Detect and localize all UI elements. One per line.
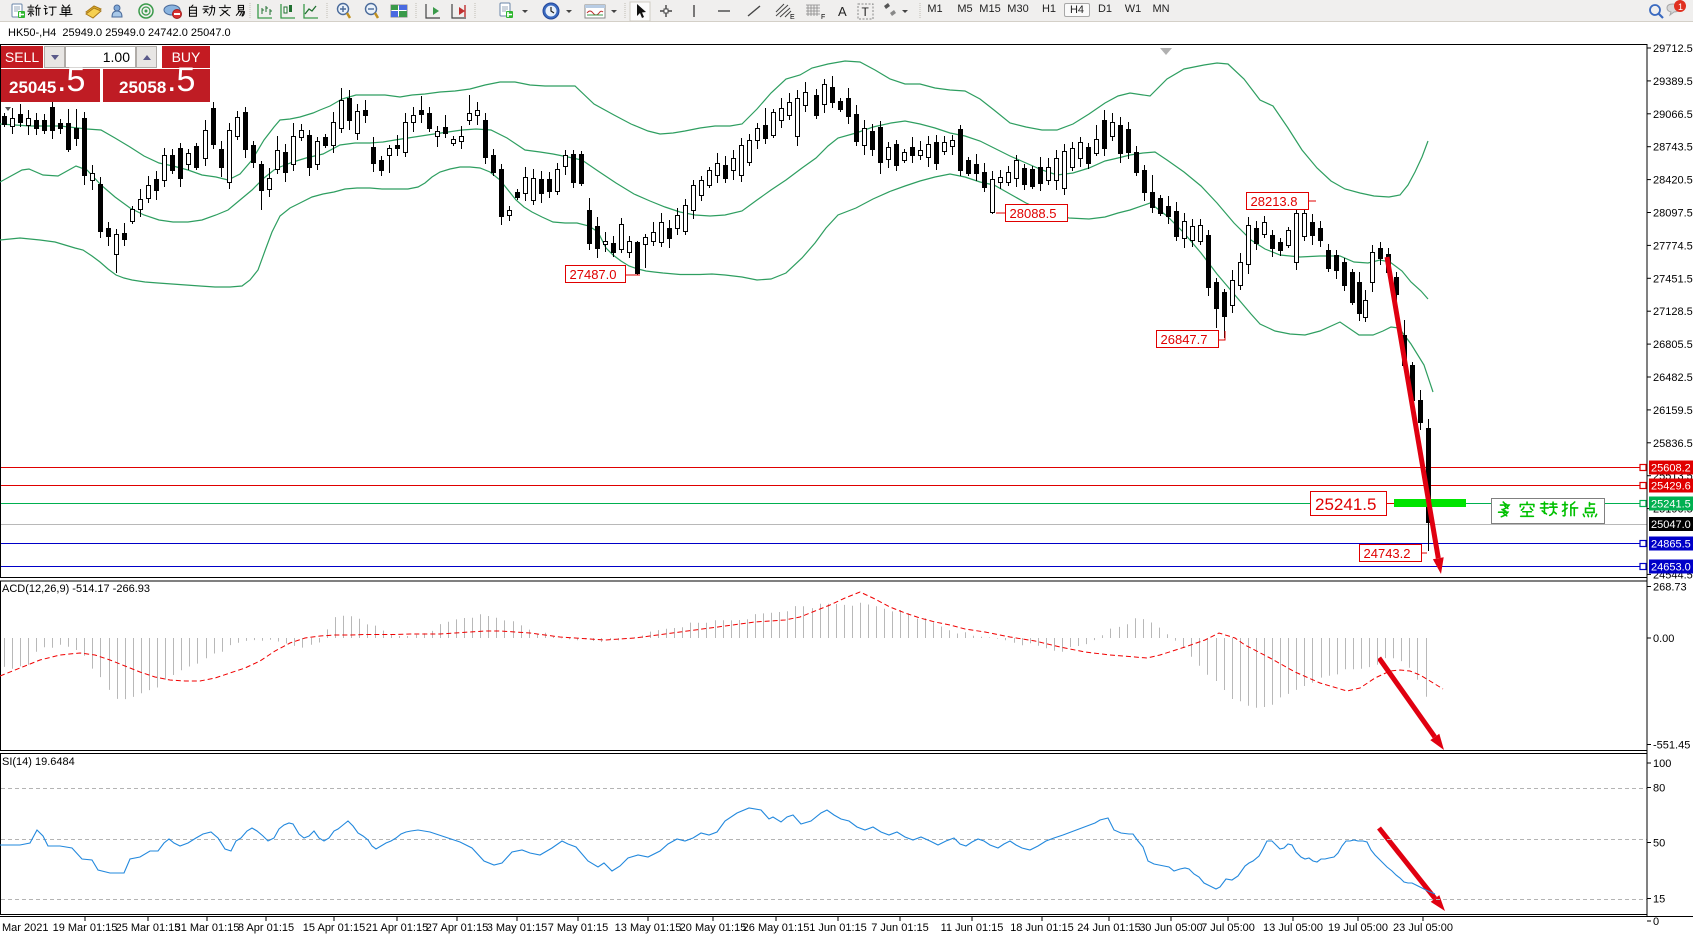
svg-text:25608.2: 25608.2 [1651, 463, 1691, 475]
svg-text:0.00: 0.00 [1653, 633, 1674, 645]
svg-text:26 May 01:15: 26 May 01:15 [743, 922, 810, 934]
svg-text:25836.5: 25836.5 [1653, 438, 1693, 450]
svg-text:F: F [821, 14, 825, 21]
svg-text:19 Jul 05:00: 19 Jul 05:00 [1328, 922, 1388, 934]
svg-text:80: 80 [1653, 783, 1665, 795]
svg-text:27128.5: 27128.5 [1653, 306, 1693, 318]
svg-text:24653.0: 24653.0 [1651, 562, 1691, 574]
svg-text:7 Jun 01:15: 7 Jun 01:15 [871, 922, 929, 934]
svg-text:27487.0: 27487.0 [570, 267, 617, 282]
svg-text:13 Jul 05:00: 13 Jul 05:00 [1263, 922, 1323, 934]
svg-text:28097.5: 28097.5 [1653, 208, 1693, 220]
svg-text:T: T [862, 5, 870, 19]
svg-text:23 Jul 05:00: 23 Jul 05:00 [1393, 922, 1453, 934]
svg-text:13 May 01:15: 13 May 01:15 [615, 922, 682, 934]
svg-text:26159.5: 26159.5 [1653, 405, 1693, 417]
svg-text:8 Apr 01:15: 8 Apr 01:15 [238, 922, 294, 934]
svg-text:19 Mar 01:15: 19 Mar 01:15 [53, 922, 118, 934]
svg-text:31 Mar 01:15: 31 Mar 01:15 [175, 922, 240, 934]
svg-text:30 Jun 05:00: 30 Jun 05:00 [1139, 922, 1203, 934]
svg-text:50: 50 [1653, 838, 1665, 850]
svg-text:29712.5: 29712.5 [1653, 43, 1693, 55]
svg-text:11 Jun 01:15: 11 Jun 01:15 [941, 922, 1004, 934]
svg-text:25241.5: 25241.5 [1651, 499, 1691, 511]
svg-text:E: E [790, 14, 795, 21]
svg-text:26847.7: 26847.7 [1161, 332, 1208, 347]
svg-text:28743.5: 28743.5 [1653, 142, 1693, 154]
svg-text:0: 0 [1653, 916, 1659, 928]
svg-text:27 Apr 01:15: 27 Apr 01:15 [426, 922, 488, 934]
svg-text:7 May 01:15: 7 May 01:15 [548, 922, 609, 934]
svg-text:26805.5: 26805.5 [1653, 339, 1693, 351]
svg-text:24743.2: 24743.2 [1364, 546, 1411, 561]
svg-text:-551.45: -551.45 [1653, 740, 1690, 752]
svg-text:24865.5: 24865.5 [1651, 539, 1691, 551]
svg-text:25429.6: 25429.6 [1651, 481, 1691, 493]
svg-text:7 Jul 05:00: 7 Jul 05:00 [1201, 922, 1255, 934]
svg-text:15: 15 [1653, 894, 1665, 906]
svg-text:28213.8: 28213.8 [1251, 194, 1298, 209]
svg-text:27451.5: 27451.5 [1653, 273, 1693, 285]
svg-text:268.73: 268.73 [1653, 582, 1687, 594]
svg-text:28088.5: 28088.5 [1010, 206, 1057, 221]
svg-text:18 Jun 01:15: 18 Jun 01:15 [1010, 922, 1074, 934]
svg-text:24 Jun 01:15: 24 Jun 01:15 [1077, 922, 1141, 934]
svg-text:ACD(12,26,9) -514.17 -266.93: ACD(12,26,9) -514.17 -266.93 [2, 583, 150, 595]
svg-text:27774.5: 27774.5 [1653, 240, 1693, 252]
svg-text:28420.5: 28420.5 [1653, 175, 1693, 187]
svg-text:3 May 01:15: 3 May 01:15 [487, 922, 548, 934]
svg-text:1: 1 [1678, 2, 1683, 12]
svg-text:20 May 01:15: 20 May 01:15 [680, 922, 747, 934]
svg-text:25047.0: 25047.0 [1651, 519, 1691, 531]
svg-text:A: A [838, 4, 847, 19]
svg-text:SI(14) 19.6484: SI(14) 19.6484 [2, 756, 75, 768]
svg-text:29066.5: 29066.5 [1653, 109, 1693, 121]
svg-text:Mar 2021: Mar 2021 [2, 922, 48, 934]
svg-text:25241.5: 25241.5 [1315, 495, 1376, 514]
svg-text:1 Jun 01:15: 1 Jun 01:15 [809, 922, 867, 934]
svg-text:15 Apr 01:15: 15 Apr 01:15 [303, 922, 365, 934]
svg-text:25 Mar 01:15: 25 Mar 01:15 [116, 922, 181, 934]
svg-text:100: 100 [1653, 758, 1671, 770]
svg-text:26482.5: 26482.5 [1653, 372, 1693, 384]
svg-text:21 Apr 01:15: 21 Apr 01:15 [366, 922, 428, 934]
svg-text:29389.5: 29389.5 [1653, 76, 1693, 88]
